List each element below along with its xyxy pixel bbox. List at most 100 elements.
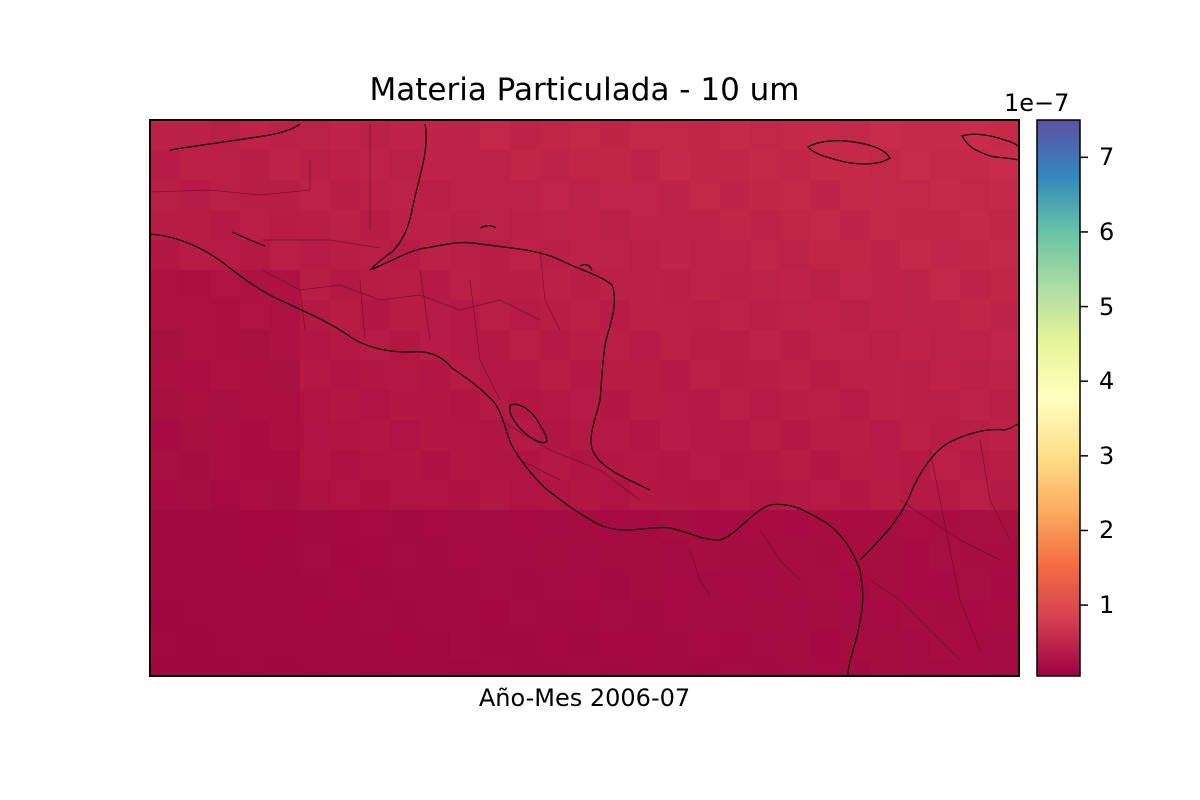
field-cell — [900, 270, 930, 300]
field-cell — [720, 300, 750, 330]
field-cell — [450, 300, 480, 330]
field-cell — [750, 330, 780, 360]
field-cell — [300, 210, 330, 240]
field-cell — [390, 330, 420, 360]
x-axis-label: Año-Mes 2006-07 — [478, 684, 691, 712]
field-cell — [900, 180, 930, 210]
field-cell — [750, 420, 780, 450]
field-cell — [420, 420, 450, 450]
field-cell — [690, 600, 720, 630]
field-cell — [240, 600, 270, 630]
field-cell — [870, 420, 900, 450]
field-cell — [180, 240, 210, 270]
field-cell — [690, 540, 720, 570]
field-cell — [390, 600, 420, 630]
field-cell — [960, 600, 990, 630]
field-cell — [600, 390, 630, 420]
field-cell — [660, 270, 690, 300]
nicaragua-lake — [509, 403, 548, 444]
field-cell — [660, 540, 690, 570]
field-cell — [960, 540, 990, 570]
field-cell — [780, 390, 810, 420]
field-cell — [810, 180, 840, 210]
field-cell — [750, 390, 780, 420]
field-cell — [300, 360, 330, 390]
field-cell — [270, 120, 300, 150]
field-cell — [690, 390, 720, 420]
field-cell — [810, 150, 840, 180]
field-cell — [270, 570, 300, 600]
field-cell — [840, 120, 870, 150]
colorbar-tick-label: 3 — [1099, 441, 1115, 470]
field-cell — [480, 630, 510, 660]
field-cell — [450, 330, 480, 360]
field-cell — [690, 660, 720, 676]
field-cell — [930, 210, 960, 240]
field-cell — [810, 630, 840, 660]
field-cell — [900, 570, 930, 600]
field-cell — [390, 630, 420, 660]
field-cell — [660, 600, 690, 630]
field-cell — [450, 480, 480, 510]
field-cell — [660, 510, 690, 540]
field-cell — [510, 600, 540, 630]
field-cell — [630, 240, 660, 270]
field-cell — [330, 630, 360, 660]
field-cell — [600, 600, 630, 630]
field-cell — [150, 360, 180, 390]
field-cell — [240, 450, 270, 480]
field-cell — [510, 300, 540, 330]
field-cell — [420, 660, 450, 676]
field-cell — [600, 300, 630, 330]
field-cell — [960, 510, 990, 540]
field-cell — [450, 180, 480, 210]
colorbar — [1036, 119, 1088, 677]
field-cell — [360, 270, 390, 300]
field-cell — [660, 180, 690, 210]
field-cell — [270, 300, 300, 330]
field-cell — [540, 630, 570, 660]
field-cell — [750, 450, 780, 480]
field-cell — [480, 210, 510, 240]
colorbar-ticks — [1080, 156, 1088, 606]
field-cell — [960, 570, 990, 600]
field-cell — [780, 630, 810, 660]
field-cell — [240, 630, 270, 660]
field-cell — [600, 660, 630, 676]
field-cell — [660, 300, 690, 330]
field-cell — [570, 300, 600, 330]
colorbar-gradient — [1037, 120, 1080, 676]
field-cell — [480, 270, 510, 300]
field-cell — [780, 570, 810, 600]
field-cell — [360, 480, 390, 510]
field-cell — [240, 150, 270, 180]
field-cell — [360, 390, 390, 420]
field-cell — [450, 420, 480, 450]
field-cell — [960, 480, 990, 510]
field-cell — [750, 540, 780, 570]
field-cell — [750, 510, 780, 540]
field-cell — [330, 150, 360, 180]
field-cell — [990, 360, 1019, 390]
colorbar-exponent: 1e−7 — [1004, 89, 1070, 117]
field-cell — [960, 300, 990, 330]
field-cell — [840, 180, 870, 210]
field-cell — [600, 150, 630, 180]
field-cell — [330, 270, 360, 300]
field-cell — [330, 360, 360, 390]
field-cell — [330, 420, 360, 450]
field-cell — [270, 270, 300, 300]
field-cell — [390, 150, 420, 180]
field-cell — [990, 150, 1019, 180]
field-cell — [690, 420, 720, 450]
field-cell — [300, 240, 330, 270]
field-cell — [390, 510, 420, 540]
field-cell — [750, 120, 780, 150]
field-cell — [660, 390, 690, 420]
field-cell — [780, 480, 810, 510]
field-cell — [690, 630, 720, 660]
field-cell — [390, 390, 420, 420]
field-cell — [630, 420, 660, 450]
field-cell — [360, 300, 390, 330]
field-cell — [360, 510, 390, 540]
